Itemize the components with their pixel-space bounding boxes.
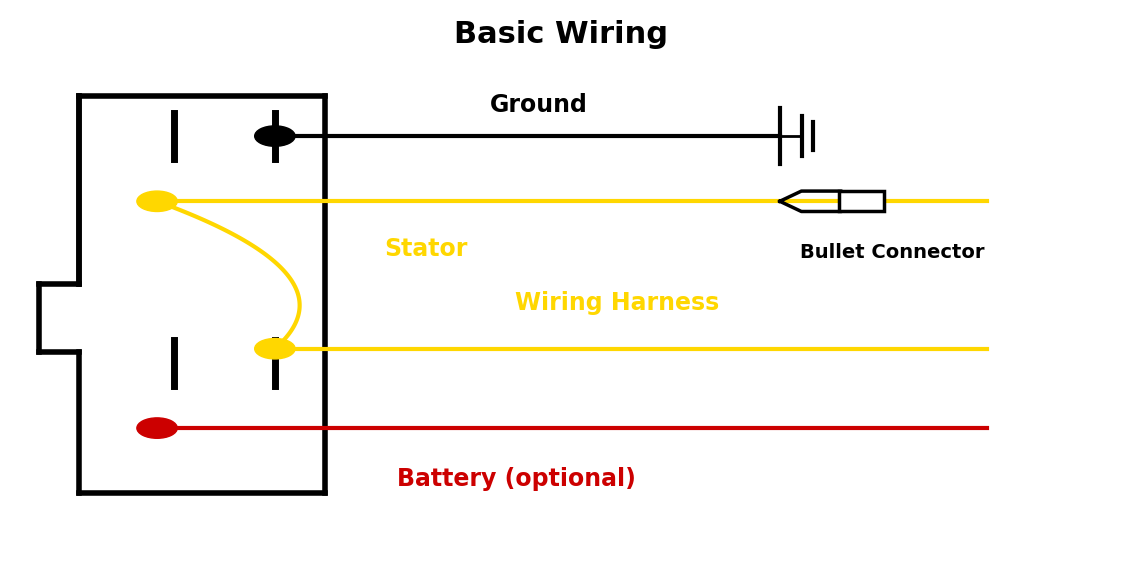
- Text: Ground: Ground: [489, 93, 588, 117]
- Text: Battery (optional): Battery (optional): [397, 467, 635, 491]
- Circle shape: [255, 338, 295, 359]
- Text: Bullet Connector: Bullet Connector: [800, 243, 984, 262]
- Text: Wiring Harness: Wiring Harness: [515, 291, 719, 315]
- Circle shape: [137, 418, 177, 438]
- Circle shape: [255, 126, 295, 146]
- Bar: [839, 191, 884, 211]
- Circle shape: [137, 191, 177, 211]
- Text: Basic Wiring: Basic Wiring: [454, 19, 668, 49]
- Text: Stator: Stator: [385, 238, 468, 261]
